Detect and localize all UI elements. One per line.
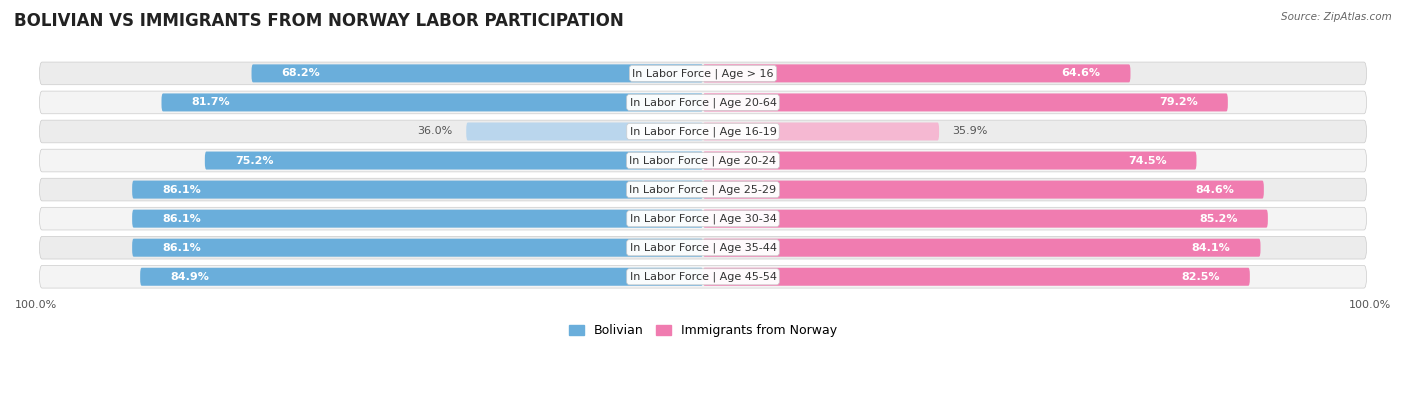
Text: 86.1%: 86.1%	[162, 243, 201, 253]
Text: 81.7%: 81.7%	[191, 98, 231, 107]
Text: In Labor Force | Age 30-34: In Labor Force | Age 30-34	[630, 213, 776, 224]
FancyBboxPatch shape	[39, 91, 1367, 114]
Text: 86.1%: 86.1%	[162, 214, 201, 224]
FancyBboxPatch shape	[703, 94, 1227, 111]
Text: In Labor Force | Age > 16: In Labor Force | Age > 16	[633, 68, 773, 79]
Text: 84.6%: 84.6%	[1195, 184, 1234, 195]
Text: 64.6%: 64.6%	[1062, 68, 1101, 78]
FancyBboxPatch shape	[703, 268, 1250, 286]
FancyBboxPatch shape	[39, 265, 1367, 288]
Text: 84.1%: 84.1%	[1192, 243, 1230, 253]
FancyBboxPatch shape	[132, 210, 703, 228]
Text: 68.2%: 68.2%	[281, 68, 321, 78]
Text: 85.2%: 85.2%	[1199, 214, 1237, 224]
FancyBboxPatch shape	[39, 178, 1367, 201]
Text: In Labor Force | Age 20-24: In Labor Force | Age 20-24	[630, 155, 776, 166]
FancyBboxPatch shape	[703, 152, 1197, 169]
FancyBboxPatch shape	[39, 149, 1367, 172]
Text: 82.5%: 82.5%	[1181, 272, 1220, 282]
Text: BOLIVIAN VS IMMIGRANTS FROM NORWAY LABOR PARTICIPATION: BOLIVIAN VS IMMIGRANTS FROM NORWAY LABOR…	[14, 12, 624, 30]
Text: In Labor Force | Age 25-29: In Labor Force | Age 25-29	[630, 184, 776, 195]
FancyBboxPatch shape	[132, 181, 703, 199]
Text: 84.9%: 84.9%	[170, 272, 209, 282]
FancyBboxPatch shape	[39, 120, 1367, 143]
Text: Source: ZipAtlas.com: Source: ZipAtlas.com	[1281, 12, 1392, 22]
Text: In Labor Force | Age 20-64: In Labor Force | Age 20-64	[630, 97, 776, 108]
Text: 86.1%: 86.1%	[162, 184, 201, 195]
Text: 75.2%: 75.2%	[235, 156, 273, 166]
Text: In Labor Force | Age 45-54: In Labor Force | Age 45-54	[630, 271, 776, 282]
Text: 79.2%: 79.2%	[1159, 98, 1198, 107]
FancyBboxPatch shape	[132, 239, 703, 257]
FancyBboxPatch shape	[39, 62, 1367, 85]
Text: In Labor Force | Age 35-44: In Labor Force | Age 35-44	[630, 243, 776, 253]
FancyBboxPatch shape	[703, 181, 1264, 199]
FancyBboxPatch shape	[703, 210, 1268, 228]
FancyBboxPatch shape	[703, 122, 939, 141]
FancyBboxPatch shape	[162, 94, 703, 111]
FancyBboxPatch shape	[39, 236, 1367, 259]
Text: In Labor Force | Age 16-19: In Labor Force | Age 16-19	[630, 126, 776, 137]
FancyBboxPatch shape	[141, 268, 703, 286]
Legend: Bolivian, Immigrants from Norway: Bolivian, Immigrants from Norway	[564, 320, 842, 342]
FancyBboxPatch shape	[703, 239, 1261, 257]
FancyBboxPatch shape	[205, 152, 703, 169]
FancyBboxPatch shape	[39, 207, 1367, 230]
Text: 35.9%: 35.9%	[952, 126, 988, 137]
FancyBboxPatch shape	[467, 122, 703, 141]
FancyBboxPatch shape	[252, 64, 703, 83]
FancyBboxPatch shape	[703, 64, 1130, 83]
Text: 36.0%: 36.0%	[418, 126, 453, 137]
Text: 74.5%: 74.5%	[1128, 156, 1167, 166]
